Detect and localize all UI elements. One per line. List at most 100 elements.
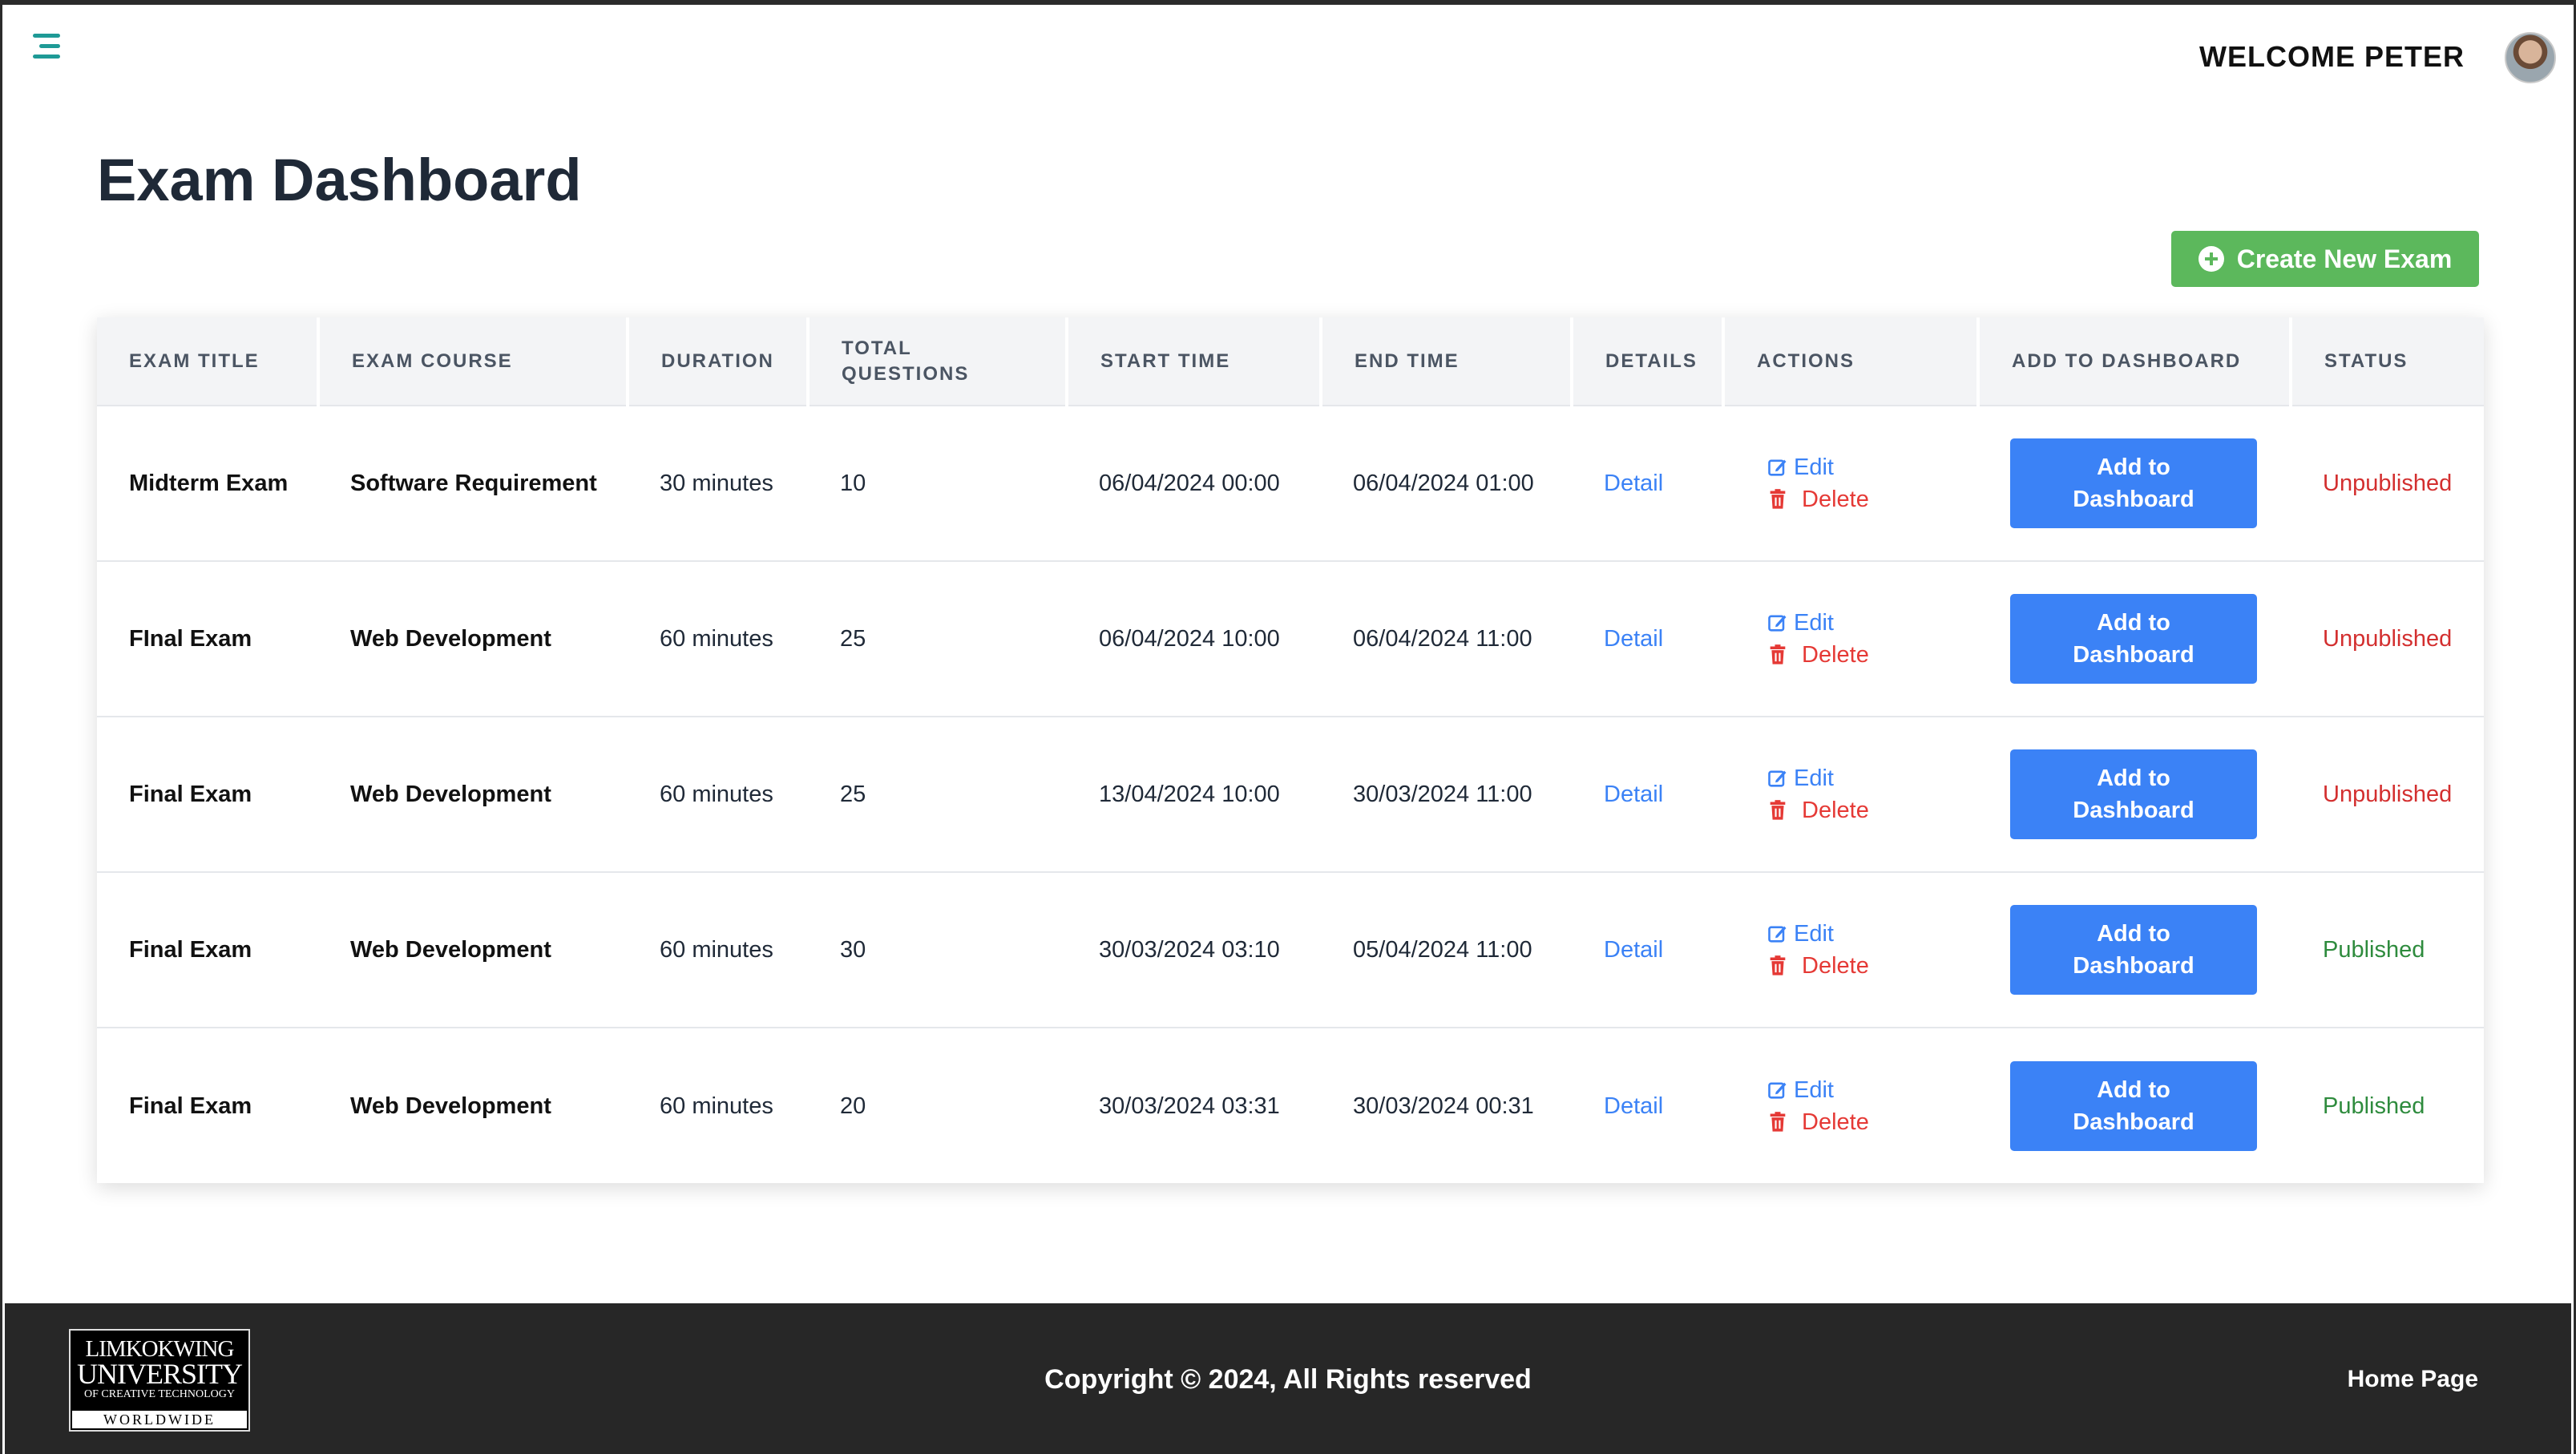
detail-link[interactable]: Detail — [1604, 782, 1664, 807]
status-badge: Published — [2323, 937, 2425, 963]
detail-link[interactable]: Detail — [1604, 1093, 1664, 1119]
welcome-text: WELCOME PETER — [2198, 40, 2465, 73]
table-row: Final Exam Web Development 60 minutes 25… — [97, 717, 2484, 872]
delete-action[interactable]: Delete — [1755, 639, 1965, 671]
total-questions-cell: 10 — [840, 471, 866, 496]
exam-table-card: EXAM TITLE EXAM COURSE DURATION TOTAL QU… — [97, 317, 2484, 1183]
actions-cell: Edit Delete — [1723, 406, 1978, 561]
add-to-dashboard-button[interactable]: Add to Dashboard — [2010, 1060, 2257, 1151]
detail-link[interactable]: Detail — [1604, 626, 1664, 652]
exam-course-cell: Web Development — [350, 1093, 551, 1119]
status-cell: Unpublished — [2291, 406, 2484, 561]
status-badge: Unpublished — [2323, 626, 2453, 652]
detail-link[interactable]: Detail — [1604, 471, 1664, 496]
details-cell: Detail — [1572, 1028, 1723, 1183]
status-cell: Published — [2291, 872, 2484, 1028]
create-new-exam-label: Create New Exam — [2236, 244, 2453, 273]
delete-action[interactable]: Delete — [1755, 950, 1965, 982]
column-header-add-to-dashboard: ADD TO DASHBOARD — [1978, 317, 2292, 406]
edit-icon — [1768, 770, 1787, 787]
start-time-cell: 30/03/2024 03:31 — [1099, 1093, 1280, 1119]
add-to-dashboard-cell: Add to Dashboard — [1978, 406, 2291, 561]
delete-label: Delete — [1802, 798, 1869, 823]
exam-title-cell: Final Exam — [129, 1093, 252, 1119]
edit-label: Edit — [1794, 921, 1834, 947]
delete-action[interactable]: Delete — [1755, 794, 1965, 826]
total-questions-cell: 25 — [840, 626, 866, 652]
exam-course-cell: Web Development — [350, 626, 551, 652]
status-cell: Published — [2291, 1028, 2484, 1183]
edit-label: Edit — [1794, 765, 1834, 791]
university-logo: LIMKOKWING UNIVERSITY OF CREATIVE TECHNO… — [69, 1329, 250, 1432]
column-header-end-time: END TIME — [1321, 317, 1573, 406]
end-time-cell: 30/03/2024 11:00 — [1353, 782, 1532, 807]
edit-icon — [1768, 615, 1787, 632]
edit-label: Edit — [1794, 1076, 1834, 1103]
exam-table: EXAM TITLE EXAM COURSE DURATION TOTAL QU… — [97, 317, 2484, 1183]
column-header-actions: ACTIONS — [1723, 317, 1980, 406]
column-header-duration: DURATION — [628, 317, 810, 406]
edit-icon — [1768, 926, 1787, 943]
add-to-dashboard-cell: Add to Dashboard — [1978, 1028, 2291, 1183]
end-time-cell: 06/04/2024 01:00 — [1353, 471, 1534, 496]
duration-cell: 60 minutes — [660, 626, 773, 652]
footer: LIMKOKWING UNIVERSITY OF CREATIVE TECHNO… — [5, 1303, 2571, 1454]
add-to-dashboard-button[interactable]: Add to Dashboard — [2010, 438, 2257, 528]
add-to-dashboard-button[interactable]: Add to Dashboard — [2010, 594, 2257, 684]
exam-course-cell: Web Development — [350, 782, 551, 807]
exam-title-cell: Final Exam — [129, 937, 252, 963]
add-to-dashboard-button[interactable]: Add to Dashboard — [2010, 905, 2257, 995]
edit-action[interactable]: Edit — [1755, 1074, 1965, 1106]
edit-action[interactable]: Edit — [1755, 607, 1965, 639]
edit-label: Edit — [1794, 454, 1834, 480]
delete-action[interactable]: Delete — [1755, 483, 1965, 515]
table-row: Midterm Exam Software Requirement 30 min… — [97, 406, 2484, 561]
status-cell: Unpublished — [2291, 717, 2484, 872]
delete-label: Delete — [1802, 953, 1869, 979]
table-row: FInal Exam Web Development 60 minutes 25… — [97, 561, 2484, 717]
column-header-status: STATUS — [2324, 349, 2408, 372]
status-badge: Published — [2323, 1093, 2425, 1119]
status-cell: Unpublished — [2291, 561, 2484, 717]
duration-cell: 60 minutes — [660, 1093, 773, 1119]
create-new-exam-button[interactable]: Create New Exam — [2171, 231, 2479, 287]
exam-title-cell: FInal Exam — [129, 626, 252, 652]
column-header-start-time: START TIME — [1067, 317, 1322, 406]
start-time-cell: 06/04/2024 00:00 — [1099, 471, 1280, 496]
edit-icon — [1768, 459, 1787, 476]
column-header-details: DETAILS — [1572, 317, 1725, 406]
trash-icon — [1770, 955, 1786, 975]
details-cell: Detail — [1572, 717, 1723, 872]
user-avatar[interactable] — [2505, 32, 2556, 83]
edit-action[interactable]: Edit — [1755, 918, 1965, 950]
trash-icon — [1770, 489, 1786, 509]
end-time-cell: 06/04/2024 11:00 — [1353, 626, 1532, 652]
edit-action[interactable]: Edit — [1755, 762, 1965, 794]
delete-label: Delete — [1802, 1109, 1869, 1135]
status-badge: Unpublished — [2323, 782, 2453, 807]
start-time-cell: 06/04/2024 10:00 — [1099, 626, 1280, 652]
add-to-dashboard-cell: Add to Dashboard — [1978, 717, 2291, 872]
start-time-cell: 13/04/2024 10:00 — [1099, 782, 1280, 807]
table-row: Final Exam Web Development 60 minutes 30… — [97, 872, 2484, 1028]
copyright-text: Copyright © 2024, All Rights reserved — [1044, 1364, 1532, 1395]
delete-label: Delete — [1802, 642, 1869, 668]
detail-link[interactable]: Detail — [1604, 937, 1664, 963]
duration-cell: 60 minutes — [660, 937, 773, 963]
edit-action[interactable]: Edit — [1755, 451, 1965, 483]
trash-icon — [1770, 644, 1786, 664]
trash-icon — [1770, 1111, 1786, 1132]
home-page-link[interactable]: Home Page — [2347, 1366, 2478, 1392]
hamburger-menu-icon[interactable] — [33, 34, 65, 61]
total-questions-cell: 20 — [840, 1093, 866, 1119]
start-time-cell: 30/03/2024 03:10 — [1099, 937, 1280, 963]
actions-cell: Edit Delete — [1723, 717, 1978, 872]
end-time-cell: 30/03/2024 00:31 — [1353, 1093, 1534, 1119]
delete-action[interactable]: Delete — [1755, 1106, 1965, 1138]
total-questions-cell: 30 — [840, 937, 866, 963]
edit-label: Edit — [1794, 610, 1834, 636]
add-to-dashboard-cell: Add to Dashboard — [1978, 872, 2291, 1028]
delete-label: Delete — [1802, 487, 1869, 512]
add-to-dashboard-button[interactable]: Add to Dashboard — [2010, 749, 2257, 839]
